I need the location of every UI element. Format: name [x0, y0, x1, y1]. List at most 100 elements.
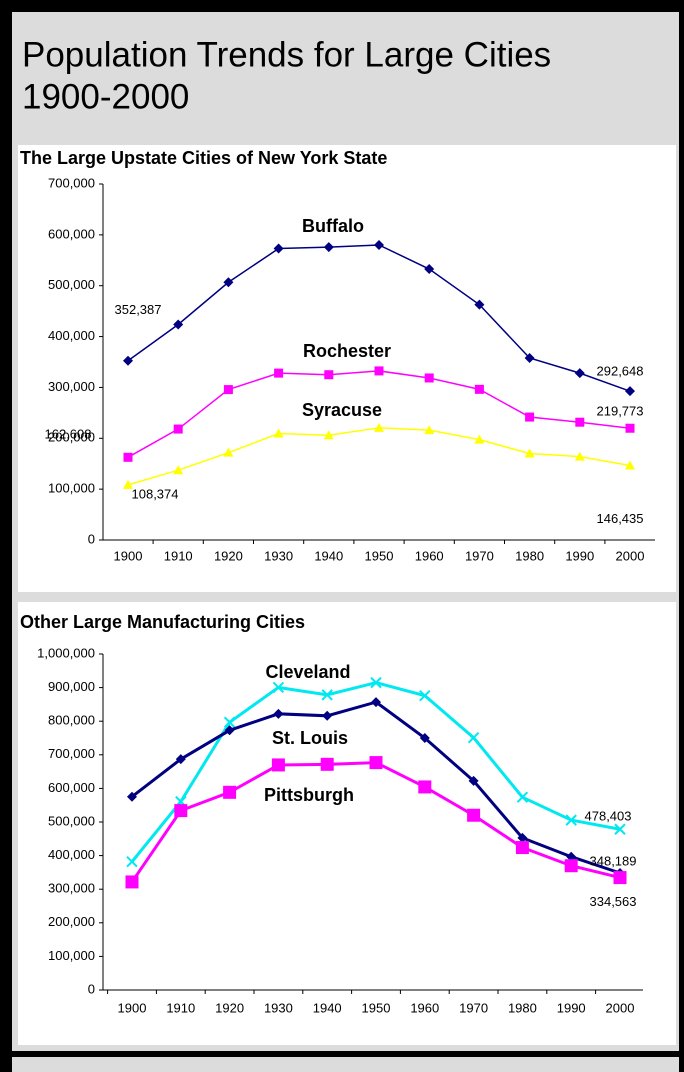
- marker: [525, 412, 535, 422]
- data-label: 352,387: [115, 302, 162, 317]
- chart-panel: [18, 145, 676, 592]
- y-tick-label: 200,000: [48, 914, 95, 929]
- y-tick-label: 700,000: [48, 746, 95, 761]
- marker: [468, 775, 479, 786]
- marker: [223, 447, 234, 457]
- y-tick-label: 0: [88, 531, 95, 546]
- marker: [173, 465, 184, 475]
- marker: [273, 708, 284, 719]
- marker: [524, 448, 535, 458]
- border-top: [0, 0, 684, 12]
- y-tick-label: 500,000: [48, 277, 95, 292]
- marker: [374, 422, 384, 432]
- series-name: Rochester: [303, 341, 391, 361]
- marker: [565, 814, 577, 826]
- y-tick-label: 100,000: [48, 481, 95, 496]
- marker: [174, 804, 188, 818]
- marker: [419, 689, 431, 702]
- marker: [273, 243, 284, 254]
- marker: [613, 871, 627, 885]
- y-tick-label: 600,000: [48, 780, 95, 795]
- data-label: 108,374: [132, 486, 179, 501]
- marker: [625, 460, 635, 470]
- marker: [223, 785, 237, 799]
- marker: [418, 780, 432, 794]
- page-title: 1900-2000: [22, 77, 189, 116]
- marker: [625, 386, 635, 397]
- data-label: 219,773: [597, 404, 644, 419]
- marker: [123, 479, 133, 489]
- x-tick-label: 2000: [616, 548, 645, 563]
- x-tick-label: 1940: [313, 1000, 342, 1015]
- marker: [224, 725, 235, 736]
- y-tick-label: 800,000: [48, 713, 95, 728]
- marker: [123, 452, 133, 462]
- marker: [320, 757, 334, 771]
- marker: [369, 756, 383, 770]
- y-tick-label: 500,000: [48, 813, 95, 828]
- marker: [126, 856, 138, 868]
- y-tick-label: 100,000: [48, 948, 95, 963]
- y-tick-label: 0: [88, 981, 95, 996]
- marker: [173, 319, 184, 330]
- marker: [323, 430, 334, 440]
- marker: [371, 697, 381, 708]
- marker: [127, 791, 137, 802]
- x-tick-label: 1950: [362, 1000, 391, 1015]
- chart-panel: [18, 602, 676, 1045]
- marker: [467, 808, 481, 822]
- marker: [516, 791, 529, 803]
- marker: [321, 689, 333, 701]
- x-tick-label: 1950: [365, 548, 394, 563]
- marker: [574, 368, 585, 379]
- data-label: 348,189: [590, 853, 637, 868]
- marker: [564, 859, 578, 873]
- x-tick-label: 2000: [606, 1000, 635, 1015]
- marker: [424, 264, 435, 275]
- marker: [123, 355, 133, 366]
- marker: [524, 352, 535, 363]
- y-tick-label: 200,000: [48, 430, 95, 445]
- marker: [125, 875, 139, 889]
- x-tick-label: 1980: [515, 548, 544, 563]
- marker: [323, 242, 334, 253]
- marker: [173, 424, 183, 434]
- marker: [370, 676, 382, 689]
- x-tick-label: 1970: [465, 548, 494, 563]
- x-tick-label: 1920: [214, 548, 243, 563]
- series-name: Pittsburgh: [264, 785, 354, 805]
- chart-title: Other Large Manufacturing Cities: [20, 612, 305, 632]
- data-label: 162,608: [45, 427, 92, 442]
- marker: [515, 841, 529, 855]
- series-name: Buffalo: [302, 216, 364, 236]
- x-tick-label: 1900: [114, 548, 143, 563]
- y-tick-label: 400,000: [48, 328, 95, 343]
- y-tick-label: 300,000: [48, 379, 95, 394]
- marker: [271, 758, 285, 772]
- marker: [474, 299, 485, 310]
- x-tick-label: 1900: [118, 1000, 147, 1015]
- marker: [324, 370, 334, 380]
- marker: [223, 277, 234, 288]
- marker: [474, 384, 484, 394]
- series-name: St. Louis: [272, 728, 348, 748]
- x-tick-label: 1910: [166, 1000, 195, 1015]
- border-bottom: [0, 1051, 684, 1057]
- x-tick-label: 1920: [215, 1000, 244, 1015]
- x-tick-label: 1960: [410, 1000, 439, 1015]
- x-tick-label: 1970: [459, 1000, 488, 1015]
- y-tick-label: 700,000: [48, 175, 95, 190]
- marker: [517, 832, 528, 843]
- marker: [223, 716, 236, 728]
- marker: [574, 451, 585, 461]
- data-label: 292,648: [597, 364, 644, 379]
- marker: [614, 823, 626, 835]
- marker: [274, 368, 284, 378]
- x-tick-label: 1930: [264, 548, 293, 563]
- series-name: Cleveland: [265, 662, 350, 682]
- x-tick-label: 1980: [508, 1000, 537, 1015]
- marker: [419, 732, 430, 743]
- border-left: [0, 0, 12, 1072]
- marker: [467, 731, 480, 744]
- border-right: [679, 0, 684, 1072]
